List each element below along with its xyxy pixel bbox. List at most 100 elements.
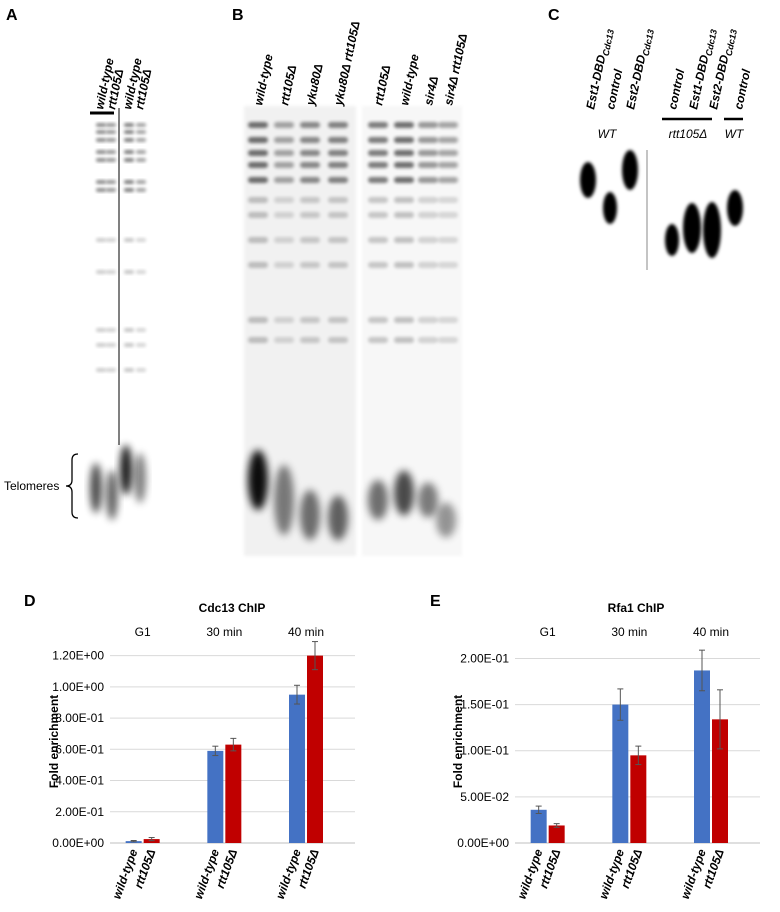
lane-text: Est2-DBD xyxy=(623,53,648,110)
gel-band xyxy=(328,177,348,183)
lane-label: sir4Δ rtt105Δ xyxy=(441,32,470,106)
gel-band xyxy=(418,262,438,268)
gel-band xyxy=(300,150,320,156)
gel-band xyxy=(136,180,146,184)
gel-band xyxy=(248,137,268,143)
lane-label: rtt105Δ xyxy=(371,64,393,107)
gel-band xyxy=(106,238,116,242)
lane-text: control xyxy=(603,67,625,110)
gel-band xyxy=(136,343,146,347)
y-tick-label: 1.20E+00 xyxy=(52,649,104,663)
lane-subscript: Cdc13 xyxy=(724,28,739,57)
y-tick-label: 5.00E-02 xyxy=(460,790,509,804)
gel-band xyxy=(300,122,320,128)
y-axis-label: Fold enrichment xyxy=(47,695,61,788)
group-label: rtt105Δ xyxy=(669,127,708,141)
panel-letter: C xyxy=(548,7,560,24)
gel-band xyxy=(248,212,268,218)
group-label: WT xyxy=(598,127,618,141)
gel-band xyxy=(106,138,116,142)
gel-band xyxy=(106,123,116,127)
gel-band xyxy=(394,237,414,243)
category-label: G1 xyxy=(135,625,151,639)
gel-band xyxy=(248,122,268,128)
bar xyxy=(630,755,647,843)
gel-band xyxy=(300,337,320,343)
gel-band xyxy=(96,270,106,274)
gel-band xyxy=(106,368,116,372)
gel-band xyxy=(274,237,294,243)
gel-band xyxy=(96,180,106,184)
gel-band xyxy=(136,130,146,134)
gel-band xyxy=(300,237,320,243)
gel-band xyxy=(438,150,458,156)
gel-band xyxy=(394,470,414,516)
gel-band xyxy=(438,162,458,168)
gel-band xyxy=(438,262,458,268)
gel-band xyxy=(136,158,146,162)
gel-band xyxy=(124,138,134,142)
gel-band xyxy=(96,158,106,162)
error-bar xyxy=(717,689,723,750)
gel-band xyxy=(136,138,146,142)
gel-band xyxy=(136,123,146,127)
y-tick-label: 1.50E-01 xyxy=(460,698,509,712)
gel-band xyxy=(368,317,388,323)
gel-band xyxy=(418,162,438,168)
lane-label: rtt105Δ xyxy=(277,64,299,107)
gel-spot xyxy=(683,203,701,253)
gel-band xyxy=(124,368,134,372)
bar xyxy=(612,704,629,843)
gel-band xyxy=(368,162,388,168)
gel-band xyxy=(274,122,294,128)
gel-band xyxy=(106,343,116,347)
category-label: G1 xyxy=(540,625,556,639)
gel-band xyxy=(394,197,414,203)
gel-band xyxy=(438,337,458,343)
gel-band xyxy=(418,337,438,343)
gel-band xyxy=(274,317,294,323)
gel-band xyxy=(394,337,414,343)
gel-band xyxy=(96,130,106,134)
gel-band xyxy=(300,490,320,540)
y-tick-label: 6.00E-01 xyxy=(55,742,104,756)
chart-title: Cdc13 ChIP xyxy=(199,601,266,615)
gel-band xyxy=(96,343,106,347)
gel-band xyxy=(438,212,458,218)
gel-band xyxy=(106,470,118,520)
gel-band xyxy=(394,150,414,156)
gel-band xyxy=(106,328,116,332)
panel-letter: A xyxy=(6,7,18,24)
bar xyxy=(694,670,710,843)
lane-text: control xyxy=(665,67,687,110)
lane-label: wild-type xyxy=(397,53,422,107)
lane-label: yku80Δ xyxy=(303,63,326,108)
gel-band xyxy=(124,270,134,274)
gel-band xyxy=(368,480,388,520)
gel-band xyxy=(394,122,414,128)
gel-band xyxy=(328,122,348,128)
error-bar xyxy=(553,823,560,828)
bracket-label: Telomeres xyxy=(4,479,59,493)
error-bar xyxy=(148,837,155,842)
gel-band xyxy=(248,237,268,243)
gel-band xyxy=(106,180,116,184)
gel-band xyxy=(368,150,388,156)
lane-subscript: Cdc13 xyxy=(641,28,656,57)
gel-band xyxy=(418,212,438,218)
bar xyxy=(207,750,224,843)
bar xyxy=(225,744,242,843)
gel-band xyxy=(328,150,348,156)
lane-label: control xyxy=(603,67,625,110)
lane-label: control xyxy=(731,67,753,110)
gel-band xyxy=(394,162,414,168)
gel-band xyxy=(96,123,106,127)
group-label: WT xyxy=(725,127,745,141)
y-tick-label: 2.00E-01 xyxy=(55,805,104,819)
gel-band xyxy=(124,343,134,347)
category-label: 40 min xyxy=(288,625,324,639)
gel-band xyxy=(300,262,320,268)
gel-band xyxy=(124,188,134,192)
gel-band xyxy=(96,138,106,142)
lane-subscript: Cdc13 xyxy=(601,28,616,57)
